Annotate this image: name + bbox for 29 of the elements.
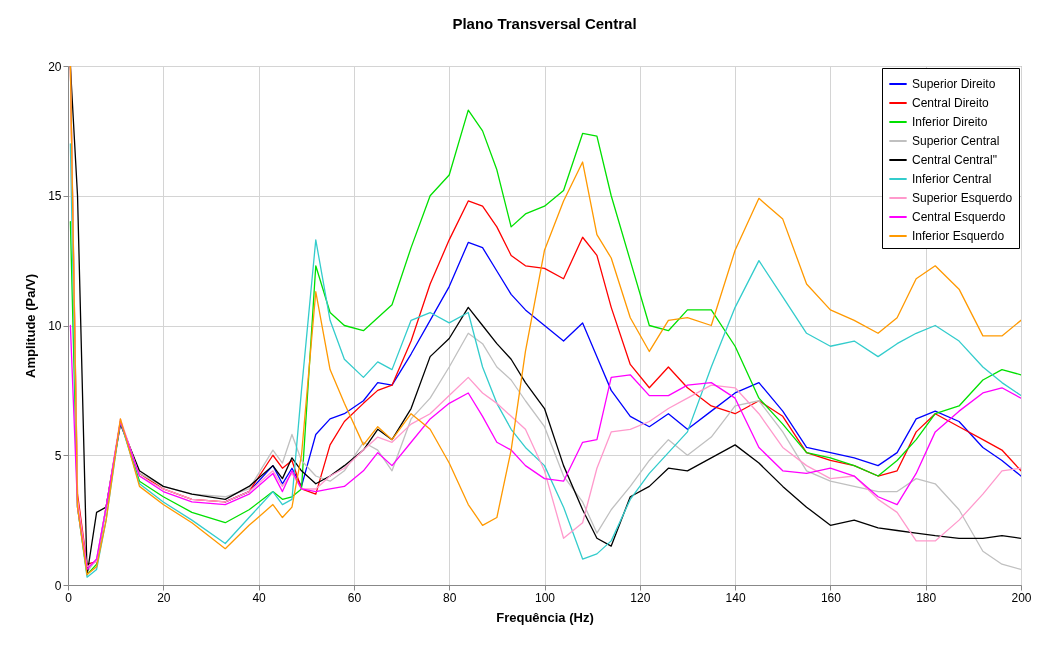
legend-label: Central Esquerdo — [912, 210, 1006, 224]
y-tick-label: 20 — [48, 59, 62, 74]
x-axis-title: Frequência (Hz) — [496, 609, 594, 625]
x-tick-label: 80 — [443, 590, 457, 605]
x-tick-label: 0 — [65, 590, 73, 605]
y-axis-title: Amplitude (Pa/V) — [23, 273, 39, 379]
y-tick-label: 10 — [48, 319, 62, 333]
legend-label: Inferior Direito — [912, 115, 988, 129]
x-tick-label: 60 — [347, 590, 362, 605]
legend-label: Central Direito — [912, 96, 990, 110]
legend-label: Superior Esquerdo — [912, 191, 1013, 205]
x-tick-label: 140 — [725, 590, 746, 605]
x-tick-label: 40 — [252, 590, 267, 605]
legend-label: Superior Central — [912, 134, 1000, 148]
x-tick-label: 160 — [820, 590, 842, 605]
chart-title: Plano Transversal Central — [452, 15, 637, 32]
x-tick-label: 20 — [157, 590, 171, 605]
legend-label: Inferior Esquerdo — [912, 229, 1005, 243]
x-tick-label: 120 — [630, 590, 651, 605]
y-tick-label: 5 — [54, 448, 62, 463]
x-tick-label: 100 — [534, 590, 556, 605]
legend-label: Inferior Central — [912, 172, 992, 186]
legend-label: Superior Direito — [912, 77, 996, 91]
legend-label: Central Central" — [912, 153, 997, 167]
x-tick-label: 200 — [1011, 590, 1032, 605]
line-series — [69, 324, 1021, 571]
y-tick-label: 15 — [48, 189, 62, 204]
y-tick-label: 0 — [54, 578, 62, 593]
x-tick-label: 180 — [916, 590, 937, 605]
